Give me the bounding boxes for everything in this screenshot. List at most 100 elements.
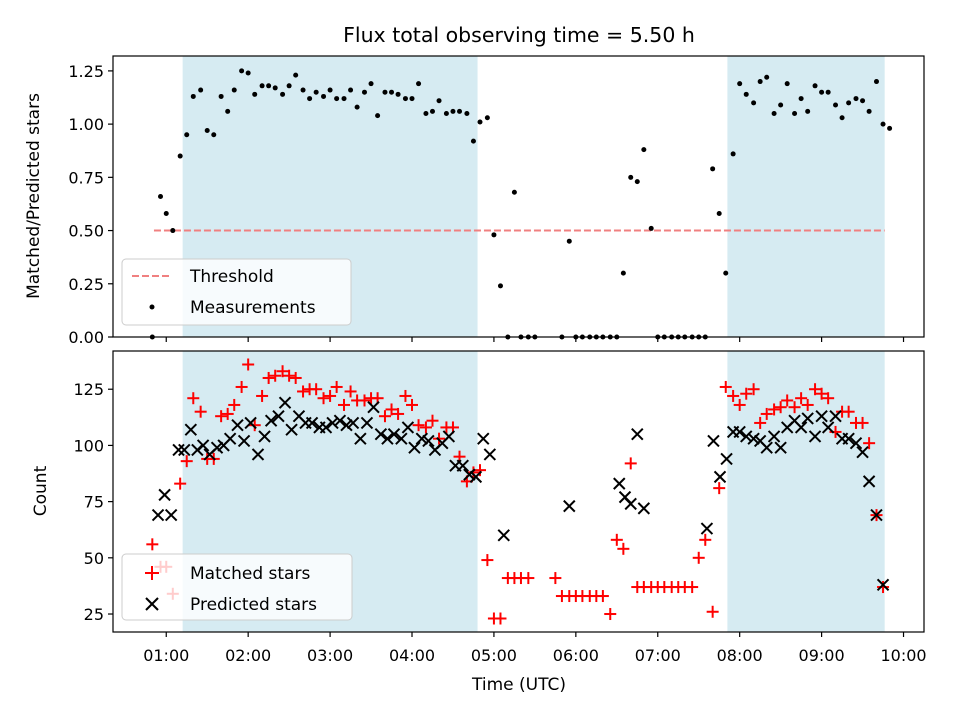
predicted-stars-point xyxy=(631,427,644,441)
measurement-point xyxy=(873,79,879,85)
predicted-stars-point xyxy=(360,416,374,430)
matched-stars-point xyxy=(822,392,835,405)
bottom-legend-box xyxy=(121,553,353,621)
measurement-point xyxy=(839,115,845,121)
matched-stars-point xyxy=(596,590,609,603)
measurement-point xyxy=(239,68,245,74)
matched-stars-point xyxy=(809,383,822,396)
matched-stars-point xyxy=(215,410,228,423)
legend-measurements-label: Measurements xyxy=(190,298,316,318)
predicted-stars-point xyxy=(196,439,210,452)
measurement-point xyxy=(231,87,237,93)
legend-threshold-label: Threshold xyxy=(189,267,274,287)
measurement-point xyxy=(259,83,265,89)
measurement-point xyxy=(634,179,640,185)
measurement-point xyxy=(764,74,770,80)
legend-matched-label: Matched stars xyxy=(190,564,310,584)
x-tick-label: 08:00 xyxy=(717,646,763,665)
measurement-point xyxy=(402,96,408,102)
predicted-stars-point xyxy=(172,443,185,457)
predicted-stars-point xyxy=(278,396,292,409)
matched-stars-point xyxy=(863,437,876,450)
matched-stars-point xyxy=(146,538,159,551)
bottom-y-tick-label: 100 xyxy=(73,436,104,455)
matched-stars-point xyxy=(801,398,814,411)
measurement-point xyxy=(321,93,327,99)
measurement-point xyxy=(648,225,654,231)
predicted-stars-point xyxy=(305,416,319,430)
matched-stars-point xyxy=(317,392,330,405)
predicted-stars-point xyxy=(244,416,257,430)
predicted-stars-point xyxy=(387,427,401,441)
measurement-point xyxy=(429,108,435,114)
measurement-point xyxy=(198,87,204,93)
matched-stars-point xyxy=(713,482,726,495)
predicted-stars-point xyxy=(272,409,285,423)
measurement-point xyxy=(286,83,292,89)
top-y-axis-label: Matched/Predicted stars xyxy=(24,93,44,299)
top-panel: 0.00 0.25 0.50 0.75 1.00 1.25 Matched/Predict… xyxy=(24,55,925,347)
predicted-stars-point xyxy=(223,432,237,445)
predicted-stars-point xyxy=(794,421,808,434)
bottom-legend: Matched stars Predicted stars xyxy=(121,553,353,621)
predicted-stars-point xyxy=(456,459,470,472)
matched-stars-point xyxy=(283,369,296,382)
top-shaded-region xyxy=(727,56,885,337)
measurement-point xyxy=(812,83,818,89)
matched-stars-point xyxy=(187,392,200,405)
measurement-point xyxy=(628,174,634,180)
matched-stars-point xyxy=(706,605,719,618)
matched-stars-point xyxy=(617,542,630,555)
top-y-tick-label: 1.25 xyxy=(68,62,104,81)
measurement-point xyxy=(730,151,736,157)
measurement-point xyxy=(710,166,716,172)
matched-stars-point xyxy=(740,387,753,400)
matched-stars-point xyxy=(174,477,187,490)
matched-stars-point xyxy=(727,389,740,402)
legend-predicted-label: Predicted stars xyxy=(190,595,317,615)
predicted-stars-point xyxy=(319,421,333,434)
bottom-panel: 25 50 75 100 125 01:00 02:00 03:00 04:00 05:00 06… xyxy=(31,350,927,665)
measurement-point xyxy=(716,211,722,217)
measurement-point xyxy=(805,108,811,114)
matched-stars-point xyxy=(467,466,480,479)
predicted-stars-point xyxy=(821,421,835,434)
measurement-point xyxy=(158,194,164,199)
measurement-point xyxy=(723,270,729,276)
matched-stars-point xyxy=(392,407,405,420)
matched-stars-point xyxy=(289,371,302,384)
x-tick-label: 05:00 xyxy=(471,646,517,665)
matched-stars-point xyxy=(324,389,337,402)
measurement-point xyxy=(497,283,503,289)
predicted-stars-point xyxy=(401,421,415,434)
predicted-stars-point xyxy=(774,441,787,454)
measurement-point xyxy=(819,89,825,95)
x-tick-label: 10:00 xyxy=(880,646,926,665)
bottom-y-tick-label: 25 xyxy=(84,605,104,624)
predicted-stars-point xyxy=(740,430,753,443)
top-y-tick-label: 1.00 xyxy=(68,115,104,134)
predicted-stars-point xyxy=(747,432,760,445)
bottom-panel-frame xyxy=(112,350,925,633)
top-panel-frame xyxy=(112,55,925,338)
predicted-stars-point xyxy=(408,441,421,454)
measurement-point xyxy=(511,189,517,195)
matched-stars-point xyxy=(228,398,241,411)
predicted-stars-point xyxy=(381,432,394,445)
measurement-point xyxy=(368,81,374,87)
measurement-point xyxy=(620,270,626,276)
measurement-point xyxy=(327,87,333,93)
predicted-stars-point xyxy=(720,452,733,466)
predicted-stars-point xyxy=(326,416,339,430)
predicted-stars-point xyxy=(463,468,476,481)
matched-stars-point xyxy=(522,572,535,585)
measurement-point xyxy=(280,91,286,97)
measurement-point xyxy=(395,91,401,97)
predicted-stars-point xyxy=(760,441,773,454)
measurement-point xyxy=(204,128,210,134)
measurement-point xyxy=(354,104,360,110)
predicted-stars-point xyxy=(613,477,626,490)
x-tick-label: 06:00 xyxy=(553,646,599,665)
matched-stars-point xyxy=(481,554,494,567)
bottom-y-tick-label: 125 xyxy=(73,380,104,399)
